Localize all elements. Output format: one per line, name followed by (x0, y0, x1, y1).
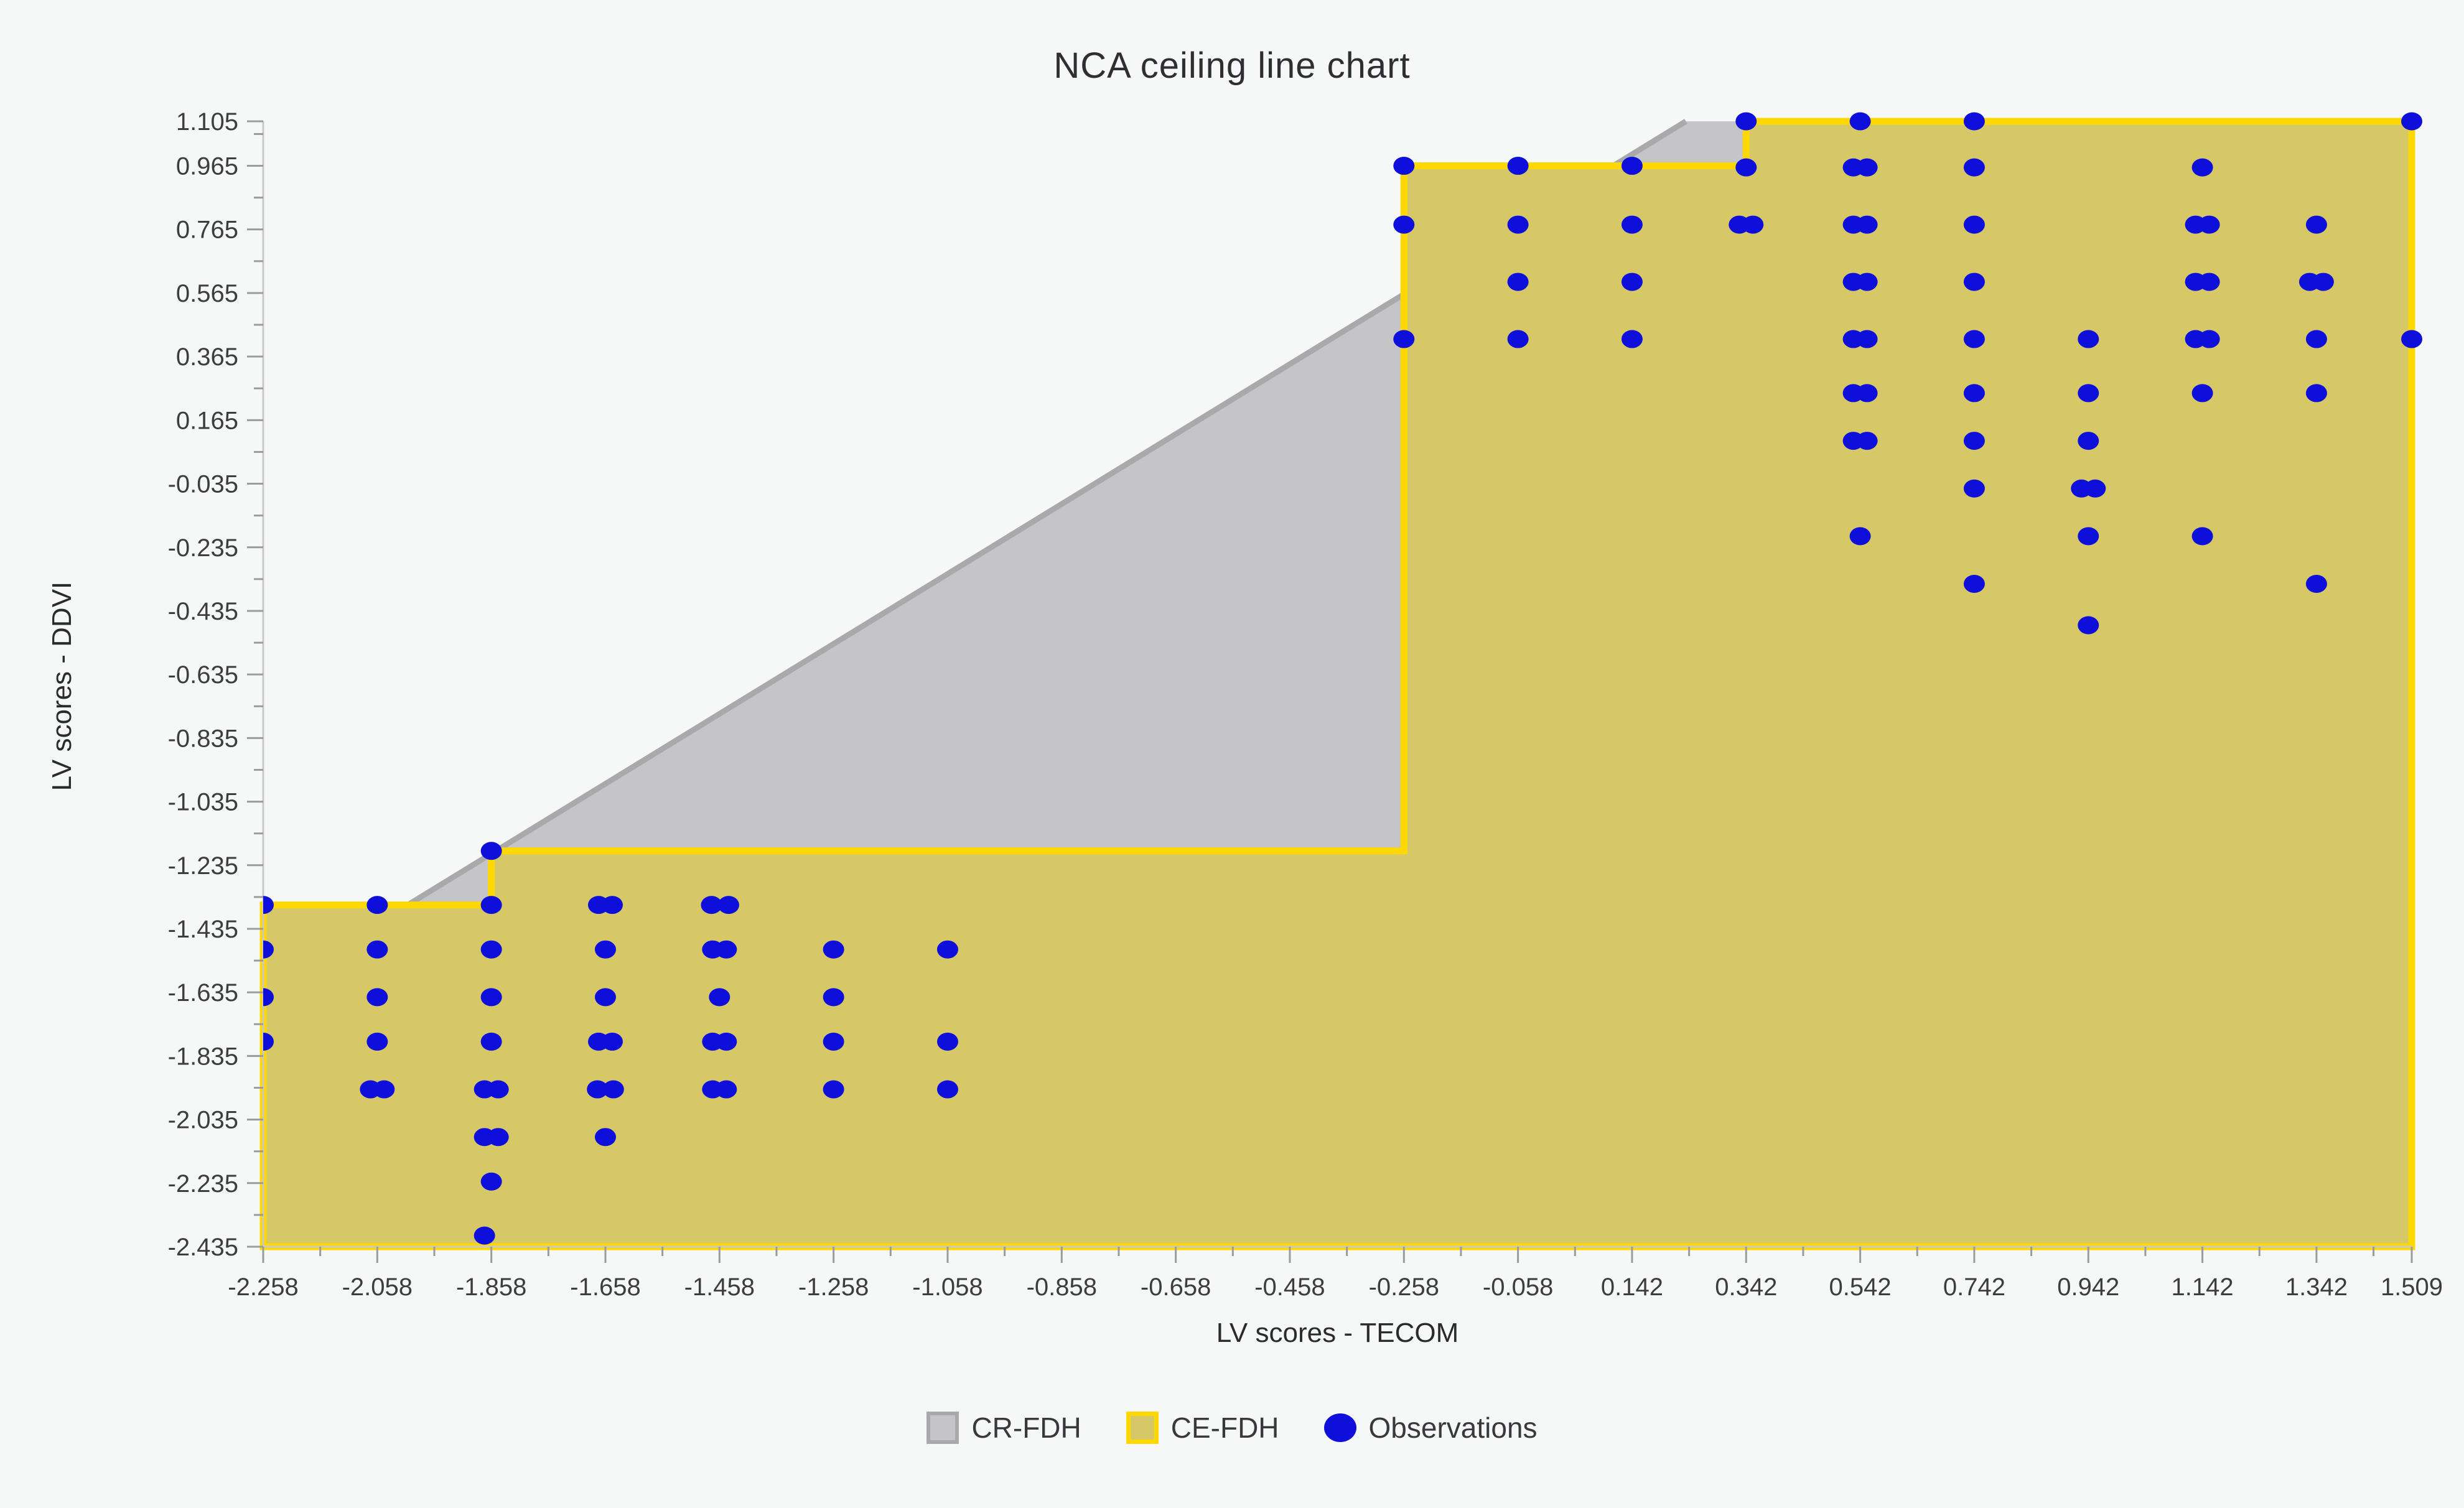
svg-text:-0.058: -0.058 (1483, 1273, 1553, 1301)
svg-text:-2.058: -2.058 (342, 1273, 413, 1301)
svg-text:1.509: 1.509 (2381, 1273, 2443, 1301)
svg-text:-1.658: -1.658 (570, 1273, 640, 1301)
legend-item-cr-fdh[interactable]: CR-FDH (926, 1411, 1081, 1445)
svg-text:-0.235: -0.235 (168, 534, 238, 562)
svg-text:1.342: 1.342 (2285, 1273, 2348, 1301)
svg-text:-0.635: -0.635 (168, 661, 238, 689)
svg-text:-0.258: -0.258 (1369, 1273, 1439, 1301)
svg-text:0.342: 0.342 (1715, 1273, 1777, 1301)
legend-item-ce-fdh[interactable]: CE-FDH (1126, 1411, 1279, 1445)
svg-text:-1.835: -1.835 (168, 1043, 238, 1070)
svg-text:-0.835: -0.835 (168, 725, 238, 752)
svg-text:-1.858: -1.858 (456, 1273, 526, 1301)
observations-dot-icon (1323, 1413, 1356, 1442)
legend-label: CE-FDH (1170, 1412, 1279, 1444)
svg-text:-0.858: -0.858 (1027, 1273, 1097, 1301)
svg-text:0.765: 0.765 (176, 216, 238, 244)
svg-text:0.542: 0.542 (1829, 1273, 1892, 1301)
ceiling-regions (259, 118, 2415, 1250)
svg-text:-1.235: -1.235 (168, 852, 238, 880)
svg-text:-1.435: -1.435 (168, 916, 238, 943)
ce-fdh-swatch-icon (1126, 1412, 1159, 1444)
svg-text:-1.458: -1.458 (684, 1273, 755, 1301)
svg-text:-0.458: -0.458 (1254, 1273, 1325, 1301)
svg-text:-2.035: -2.035 (168, 1107, 238, 1134)
svg-text:0.165: 0.165 (176, 407, 238, 434)
svg-text:1.142: 1.142 (2172, 1273, 2234, 1301)
observation-dots (263, 112, 2422, 1245)
svg-text:-2.435: -2.435 (168, 1234, 238, 1261)
svg-text:0.742: 0.742 (1943, 1273, 2005, 1301)
legend-label: Observations (1368, 1412, 1538, 1444)
svg-text:-0.035: -0.035 (168, 471, 238, 498)
svg-text:-1.258: -1.258 (798, 1273, 869, 1301)
legend: CR-FDH CE-FDH Observations (0, 1411, 2464, 1445)
svg-text:0.365: 0.365 (176, 343, 238, 371)
svg-text:-1.058: -1.058 (912, 1273, 982, 1301)
svg-text:-0.435: -0.435 (168, 598, 238, 625)
chart-title: NCA ceiling line chart (1053, 45, 1411, 86)
svg-text:0.142: 0.142 (1601, 1273, 1663, 1301)
svg-text:-1.635: -1.635 (168, 979, 238, 1007)
svg-text:-2.258: -2.258 (228, 1273, 298, 1301)
y-axis-title: LV scores - DDVI (47, 581, 77, 791)
legend-item-observations[interactable]: Observations (1323, 1411, 1538, 1445)
svg-text:-1.035: -1.035 (168, 789, 238, 816)
svg-text:0.942: 0.942 (2057, 1273, 2119, 1301)
svg-text:-0.658: -0.658 (1141, 1273, 1211, 1301)
svg-text:0.565: 0.565 (176, 280, 238, 307)
cr-fdh-swatch-icon (926, 1412, 959, 1444)
legend-label: CR-FDH (971, 1412, 1081, 1444)
axes: -2.258 -2.058 -1.858 -1.658 -1.458 -1.258 -1.0… (168, 108, 2443, 1301)
x-axis-title: LV scores - TECOM (1216, 1318, 1459, 1348)
svg-text:1.105: 1.105 (176, 108, 238, 136)
svg-text:0.965: 0.965 (176, 153, 238, 180)
svg-text:-2.235: -2.235 (168, 1170, 238, 1198)
